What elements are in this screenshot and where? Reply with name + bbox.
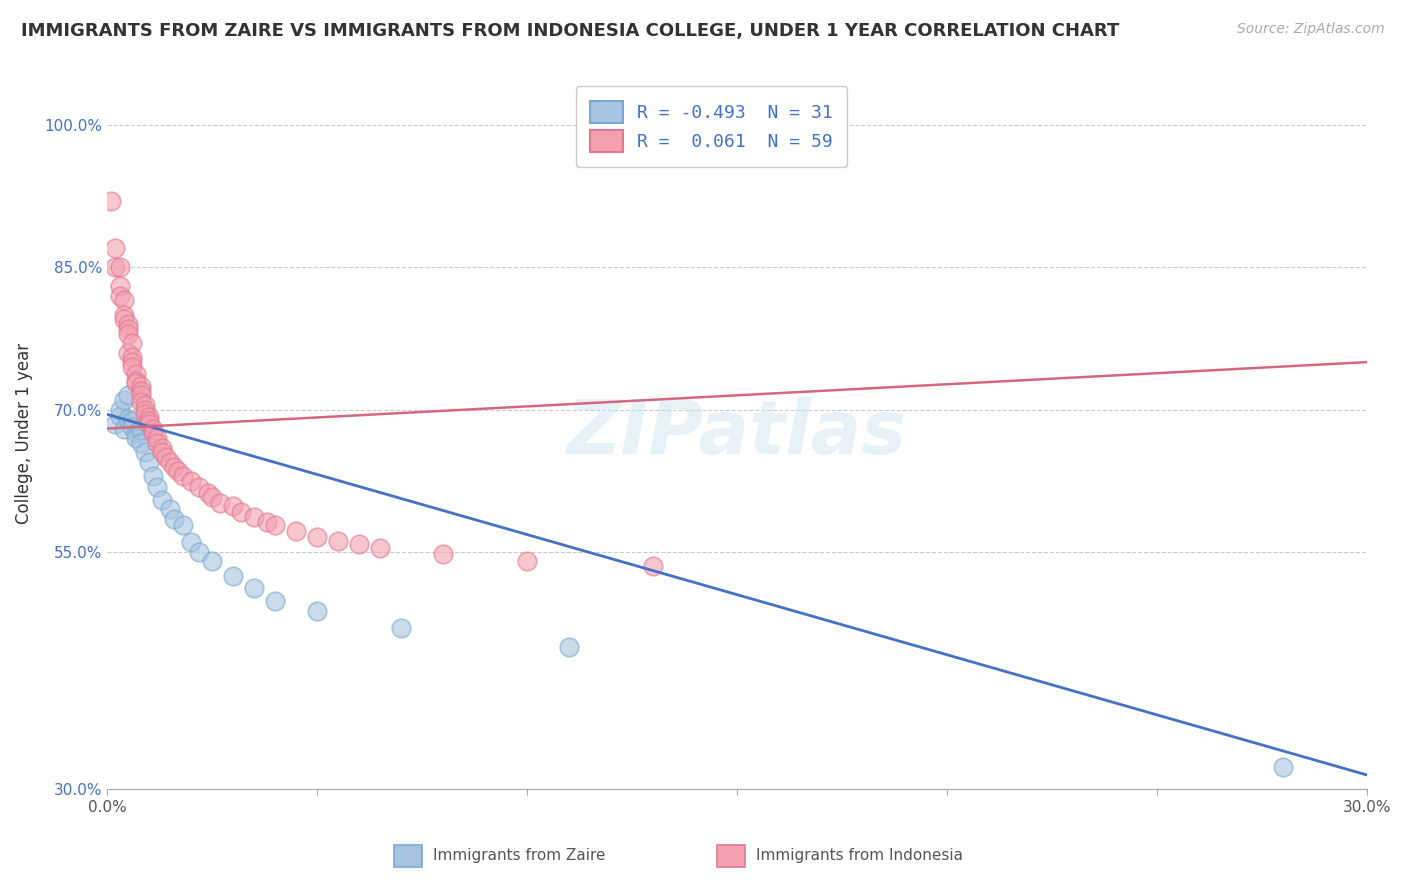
Point [121, 359, 143, 374]
Point [432, 547, 454, 561]
Point [150, 492, 173, 507]
Point [155, 450, 177, 464]
Point [142, 469, 165, 483]
Point [125, 431, 148, 445]
Point [159, 502, 181, 516]
Point [121, 355, 143, 369]
Point [108, 288, 131, 302]
Point [146, 435, 169, 450]
Point [129, 424, 152, 438]
Point [117, 345, 139, 359]
Point [125, 426, 148, 441]
Point [117, 317, 139, 331]
Point [172, 469, 194, 483]
Point [243, 581, 266, 595]
Legend: R = -0.493  N = 31, R =  0.061  N = 59: R = -0.493 N = 31, R = 0.061 N = 59 [576, 87, 848, 167]
Point [108, 279, 131, 293]
Point [112, 308, 135, 322]
Point [368, 541, 391, 555]
Point [264, 518, 287, 533]
Point [305, 604, 328, 618]
Point [138, 414, 160, 428]
Point [112, 293, 135, 308]
Point [222, 500, 245, 514]
Point [117, 388, 139, 402]
Point [117, 412, 139, 426]
Point [104, 260, 127, 275]
Point [222, 568, 245, 582]
Point [305, 530, 328, 544]
Point [138, 455, 160, 469]
Point [347, 537, 370, 551]
Point [163, 511, 186, 525]
Text: IMMIGRANTS FROM ZAIRE VS IMMIGRANTS FROM INDONESIA COLLEGE, UNDER 1 YEAR CORRELA: IMMIGRANTS FROM ZAIRE VS IMMIGRANTS FROM… [21, 22, 1119, 40]
Text: Source: ZipAtlas.com: Source: ZipAtlas.com [1237, 22, 1385, 37]
Point [180, 535, 202, 549]
Point [146, 431, 169, 445]
Point [558, 640, 581, 654]
Point [146, 480, 169, 494]
Point [125, 376, 148, 390]
Point [326, 533, 349, 548]
Point [129, 384, 152, 398]
Point [188, 545, 211, 559]
Point [150, 445, 173, 459]
Point [121, 414, 143, 428]
Point [142, 421, 165, 435]
Point [100, 194, 122, 208]
Point [167, 464, 190, 478]
Point [129, 379, 152, 393]
Point [108, 402, 131, 417]
Point [264, 594, 287, 608]
Point [134, 398, 156, 412]
Point [129, 395, 152, 409]
Point [112, 421, 135, 435]
Point [134, 445, 156, 459]
Point [104, 417, 127, 431]
Point [201, 490, 224, 504]
Point [159, 455, 181, 469]
Text: ZIPatlas: ZIPatlas [567, 397, 907, 470]
Point [112, 393, 135, 408]
Point [243, 509, 266, 524]
Point [121, 351, 143, 365]
Point [134, 407, 156, 421]
Point [104, 241, 127, 255]
Point [180, 474, 202, 488]
Point [641, 559, 664, 574]
Point [117, 322, 139, 336]
Point [134, 402, 156, 417]
Point [117, 326, 139, 341]
Text: Immigrants from Indonesia: Immigrants from Indonesia [756, 848, 963, 863]
Point [1271, 760, 1294, 774]
Point [197, 486, 219, 500]
Point [389, 621, 412, 635]
Point [112, 312, 135, 326]
Point [150, 441, 173, 455]
Point [108, 409, 131, 424]
Point [129, 435, 152, 450]
Point [284, 524, 307, 538]
Point [516, 554, 538, 568]
Point [201, 554, 224, 568]
Point [142, 426, 165, 441]
Point [138, 410, 160, 425]
Point [256, 515, 278, 529]
Point [125, 367, 148, 381]
Point [138, 417, 160, 431]
Point [163, 459, 186, 474]
Point [209, 495, 232, 509]
Point [125, 374, 148, 388]
Point [172, 518, 194, 533]
Text: Immigrants from Zaire: Immigrants from Zaire [433, 848, 606, 863]
Y-axis label: College, Under 1 year: College, Under 1 year [15, 343, 32, 524]
Point [108, 260, 131, 275]
Point [188, 480, 211, 494]
Point [129, 388, 152, 402]
Point [121, 419, 143, 434]
Point [231, 505, 253, 519]
Point [121, 336, 143, 351]
